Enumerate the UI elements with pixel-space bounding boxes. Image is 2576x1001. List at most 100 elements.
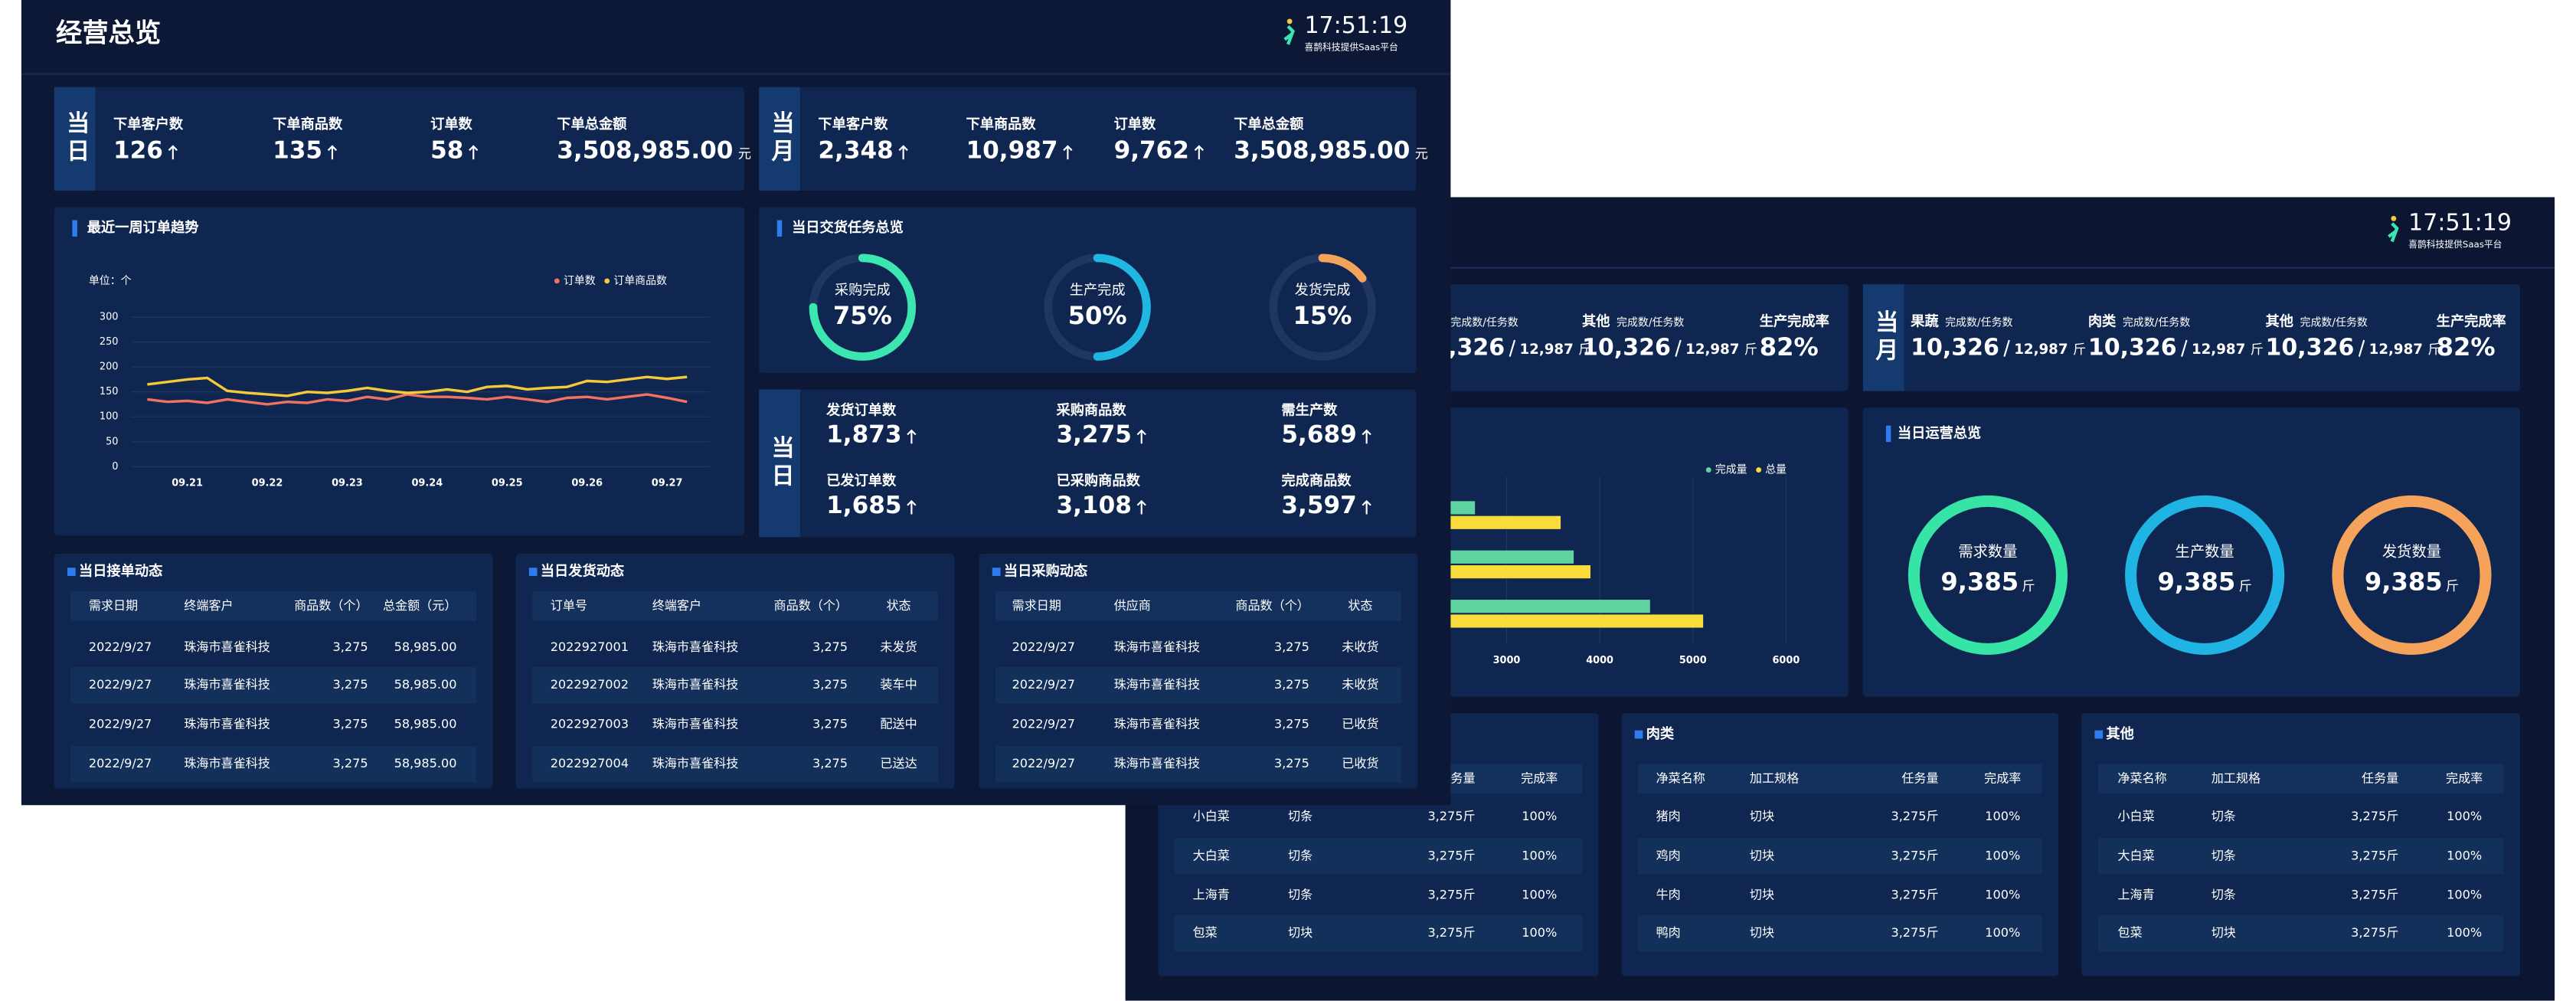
x-tick-label: 3000: [1493, 655, 1521, 666]
section-title: 最近一周订单趋势: [87, 219, 199, 236]
table-cell: 100%: [2447, 809, 2482, 823]
ring-unit: 斤: [2446, 579, 2459, 594]
x-tick-label: 09.21: [172, 477, 203, 489]
table-header: 状态: [1348, 598, 1372, 613]
kpi-sub: 完成数/任务数: [1945, 317, 2012, 329]
title-marker: [67, 568, 76, 576]
table-header: 任务量: [1901, 770, 1938, 785]
table-cell: 100%: [1522, 848, 1557, 862]
kpi-name: 其他: [1582, 313, 1610, 330]
kpi-unit: 斤: [1744, 342, 1757, 358]
kpi-name: 其他: [2266, 313, 2293, 330]
ring: [2332, 495, 2492, 655]
tag: 当日: [767, 436, 793, 492]
table-header-bg: [70, 591, 477, 621]
table-cell: 切块: [1288, 925, 1313, 940]
table-header: 终端客户: [184, 598, 233, 613]
table-cell: 100%: [2447, 925, 2482, 940]
table-cell: 切块: [1750, 925, 1774, 940]
kpi-value: 5,689: [1281, 421, 1356, 449]
kpi-value: 10,326: [1911, 334, 1999, 361]
kpi-sub: 完成数/任务数: [1450, 317, 1518, 329]
separator: [1509, 339, 1516, 357]
table-header: 净菜名称: [1656, 770, 1705, 785]
kpi-value: 2,348: [818, 136, 893, 164]
panel: [54, 87, 744, 191]
table-cell: 58,985.00: [394, 756, 457, 770]
table-cell: 配送中: [880, 717, 917, 731]
kpi-total: 12,987: [1519, 342, 1573, 358]
kpi-label: 下单商品数: [273, 116, 343, 132]
table-cell: 3,275斤: [1427, 809, 1475, 823]
table-cell: 2022/9/27: [1012, 756, 1075, 770]
tag: 当日: [62, 111, 89, 167]
table-cell: 3,275: [812, 717, 848, 731]
table-header: 商品数（个）: [1235, 598, 1309, 613]
ring-unit: 斤: [2239, 579, 2252, 594]
x-tick-label: 09.27: [652, 477, 683, 489]
table-cell: 3,275: [1274, 756, 1309, 770]
table-cell: 2022/9/27: [1012, 717, 1075, 731]
table-cell: 已送达: [880, 756, 917, 770]
kpi-value: 3,508,985.00: [1234, 136, 1410, 164]
table-row-bg: [70, 667, 477, 704]
table-cell: 100%: [1522, 888, 1557, 902]
kpi-sub: 完成数/任务数: [2123, 317, 2190, 329]
kpi-value: 1,873: [826, 421, 901, 449]
table-cell: 切块: [2212, 925, 2236, 940]
table-cell: 大白菜: [2117, 848, 2154, 862]
tag: 当月: [767, 111, 794, 167]
table-cell: 58,985.00: [394, 640, 457, 654]
clock: 17:51:19: [2408, 209, 2512, 236]
trend-arrow: [1362, 499, 1371, 515]
table-cell: 3,275: [1274, 640, 1309, 654]
table-cell: 珠海市喜雀科技: [652, 640, 739, 654]
kpi-value: 10,326: [2266, 334, 2355, 361]
table-cell: 3,275斤: [1427, 888, 1475, 902]
table-cell: 上海青: [1193, 888, 1230, 902]
kpi-value: 135: [273, 136, 322, 164]
separator: [2181, 339, 2188, 357]
kpi-total: 12,987: [2369, 342, 2423, 358]
unit-label: 单位：个: [89, 275, 132, 287]
separator: [1675, 339, 1682, 357]
kpi-unit: 斤: [1578, 342, 1591, 358]
kpi-label: 下单商品数: [966, 116, 1037, 132]
table-cell: 未发货: [880, 640, 917, 654]
trend-arrow: [907, 429, 917, 444]
clock: 17:51:19: [1304, 12, 1407, 39]
table-cell: 3,275斤: [1427, 925, 1475, 940]
table-cell: 58,985.00: [394, 677, 457, 692]
logo: [2391, 215, 2397, 221]
brand: 喜鹊科技提供Saas平台: [1304, 42, 1398, 53]
trend-arrow: [327, 145, 338, 160]
logo: [1283, 25, 1295, 45]
line-series: [147, 393, 688, 406]
table-cell: 鸭肉: [1656, 925, 1681, 940]
ring-value: 9,385: [1940, 568, 2019, 597]
table-row-bg: [1174, 838, 1583, 875]
kpi-unit: 元: [738, 147, 751, 162]
trend-arrow: [1136, 429, 1146, 444]
kpi-value: 58: [430, 136, 463, 164]
table-cell: 小白菜: [2117, 809, 2154, 823]
y-tick-label: 150: [100, 386, 119, 397]
brand: 喜鹊科技提供Saas平台: [2408, 239, 2502, 250]
kpi-value: 10,326: [1582, 334, 1671, 361]
table-cell: 3,275: [812, 640, 848, 654]
table-header: 终端客户: [652, 598, 701, 613]
table-row-bg: [2097, 915, 2504, 952]
table-cell: 100%: [2447, 848, 2482, 862]
legend-marker: [1705, 467, 1711, 473]
table-cell: 珠海市喜雀科技: [184, 677, 270, 692]
ring-progress: [809, 254, 917, 361]
x-tick-label: 09.25: [492, 477, 523, 489]
table-cell: 上海青: [2117, 888, 2154, 902]
table-cell: 珠海市喜雀科技: [1114, 717, 1201, 731]
table-cell: 鸡肉: [1656, 848, 1681, 862]
x-tick-label: 5000: [1679, 655, 1707, 666]
table-cell: 包菜: [1193, 925, 1218, 940]
table-cell: 已收货: [1342, 756, 1378, 770]
kpi-label: 生产完成率: [1760, 313, 1829, 330]
table-cell: 大白菜: [1193, 848, 1230, 862]
